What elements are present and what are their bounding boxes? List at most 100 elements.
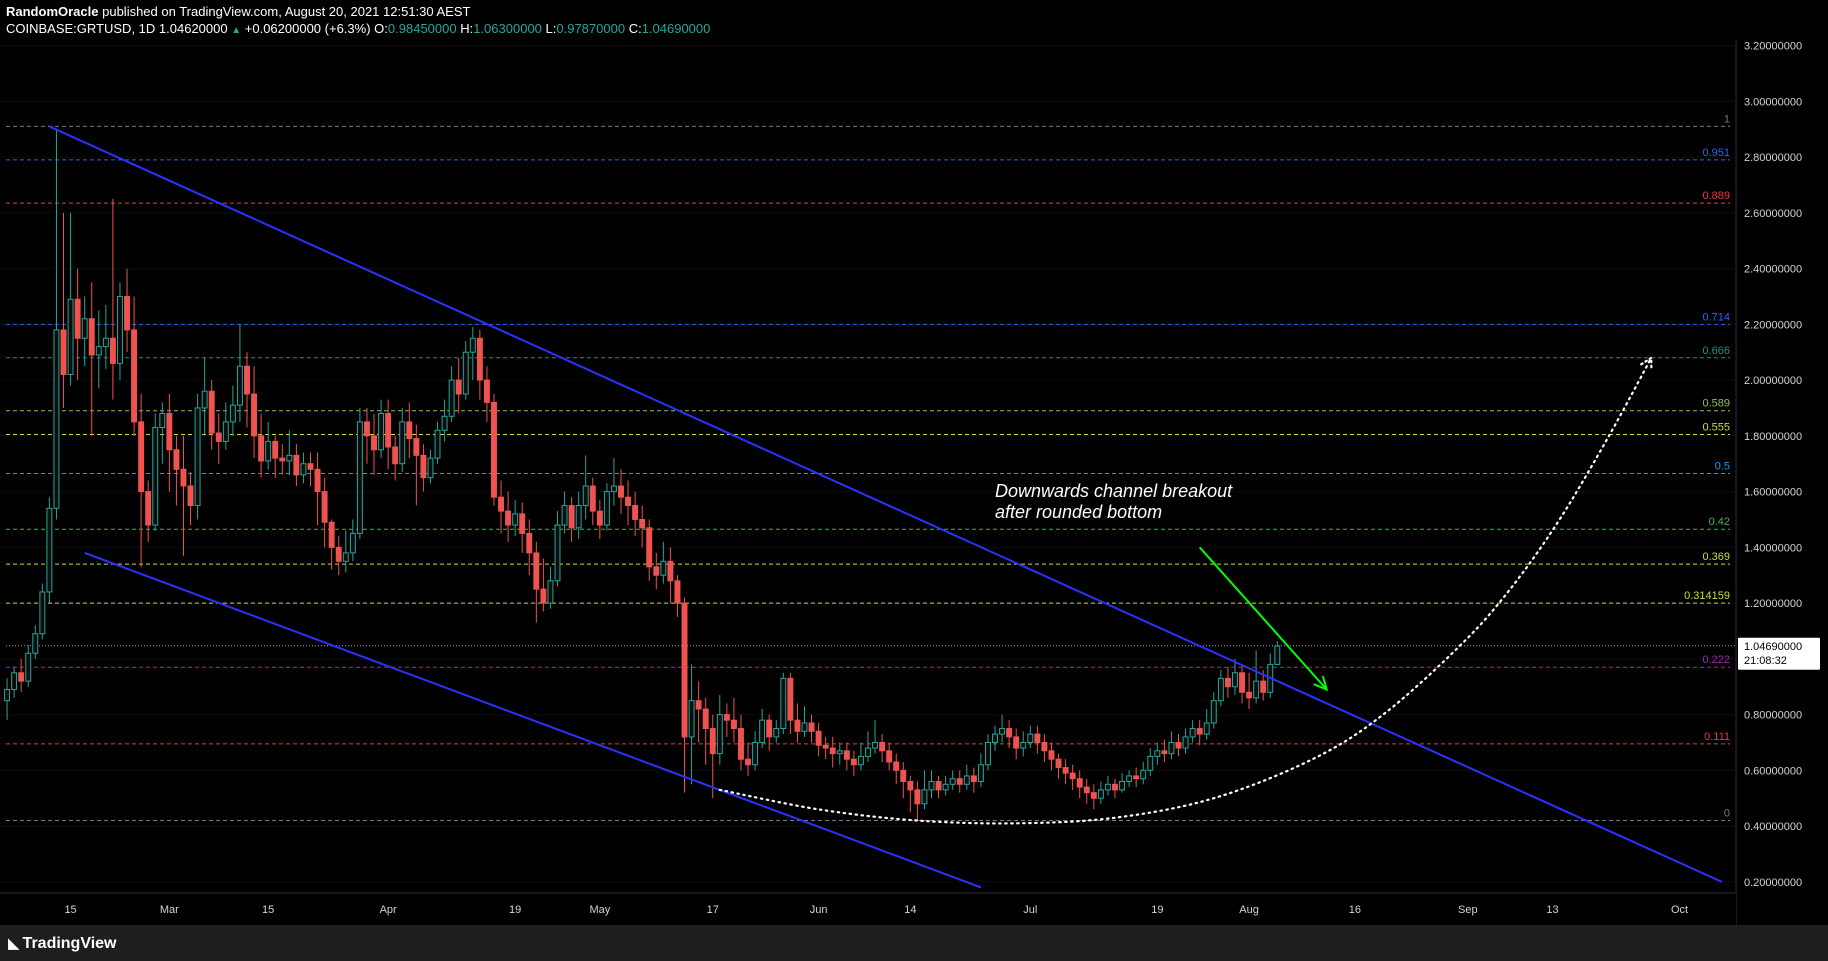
fib-level-label: 0.111 [1704, 731, 1730, 743]
fib-level-label: 0.951 [1702, 147, 1730, 159]
annotation-line2: after rounded bottom [995, 502, 1162, 522]
candle-body [371, 435, 377, 451]
candle-body [88, 318, 95, 356]
candle-body [1055, 758, 1062, 769]
fib-retracement[interactable]: 1 0.951 0.889 0.714 0.666 0.589 0.555 0.5 0.42 0.… [6, 113, 1736, 822]
candle-body [646, 527, 653, 568]
candle-body [836, 750, 843, 755]
candle-body [236, 365, 243, 406]
high-label: H: [460, 21, 474, 36]
candle-body [1231, 672, 1238, 688]
candle-body [505, 510, 512, 526]
candle-body [568, 505, 575, 529]
time-axis[interactable] [0, 893, 1736, 925]
candle-body [251, 393, 258, 437]
channel-lower-line[interactable] [84, 551, 982, 889]
candle-body [639, 518, 646, 529]
high-value: 1.06300000 [473, 21, 542, 36]
candle-body [963, 775, 970, 785]
candle-body [582, 485, 589, 507]
candle-body [907, 780, 914, 791]
price-tick-label: 1.80000000 [1744, 431, 1802, 443]
candle-body [970, 775, 977, 782]
candle-body [102, 337, 109, 348]
candle-body [222, 421, 229, 442]
candle-body [512, 513, 519, 526]
candle-body [95, 346, 102, 356]
candle-body [829, 747, 836, 755]
time-tick-label: 19 [509, 904, 521, 916]
annotation-line1: Downwards channel breakout [995, 481, 1233, 501]
time-tick-label: 16 [1349, 904, 1361, 916]
time-axis-ticks: 15 Mar 15 Apr 19 May 17 Jun 14 Jul 19 Aug 16 Sep 13 Oct [64, 904, 1688, 916]
last-price-tag: 1.04690000 21:08:32 [1738, 637, 1820, 670]
candle-body [448, 379, 455, 417]
candle-body [1133, 775, 1140, 780]
symbol-name[interactable]: COINBASE:GRTUSD, 1D [6, 21, 156, 36]
candle-body [1034, 733, 1041, 743]
candle-body [865, 747, 871, 757]
channel-upper-line[interactable] [48, 125, 1723, 883]
candle-body [321, 491, 328, 523]
candle-body [335, 546, 342, 562]
candle-body [886, 750, 893, 763]
candle-body [1020, 741, 1027, 749]
price-tick-label: 2.80000000 [1744, 152, 1802, 164]
tradingview-logo[interactable]: ◣ TradingView [8, 934, 117, 953]
candle-body [1027, 733, 1034, 743]
candle-body [618, 485, 624, 498]
candle-body [328, 521, 335, 548]
close-value: 1.04690000 [641, 21, 711, 36]
fib-level-label: 0.5 [1715, 460, 1730, 472]
candle-body [603, 491, 610, 526]
rounded-bottom-path[interactable] [718, 356, 1653, 825]
candle-body [32, 633, 39, 654]
fib-level-label: 0.589 [1702, 398, 1730, 410]
candle-body [46, 507, 53, 593]
candle-body [956, 778, 963, 785]
price-tick-label: 2.60000000 [1744, 208, 1802, 220]
candle-body [187, 485, 194, 507]
price-tick-label: 0.80000000 [1744, 710, 1802, 722]
candle-body [526, 532, 533, 554]
candle-body [81, 318, 88, 339]
candle-body [349, 532, 356, 554]
candle-body [180, 468, 187, 487]
rounded-bottom-curve[interactable] [718, 355, 1653, 825]
candle-body [977, 764, 984, 782]
price-tick-label: 2.00000000 [1744, 375, 1802, 387]
price-axis[interactable] [1736, 40, 1828, 925]
candle-body [173, 449, 180, 470]
candle-body [109, 337, 116, 364]
price-tick-label: 0.20000000 [1744, 877, 1802, 889]
candle-body [610, 485, 617, 493]
annotation[interactable]: Downwards channel breakout after rounded… [995, 481, 1329, 692]
candle-body [201, 390, 208, 409]
publisher-name[interactable]: RandomOracle [6, 4, 99, 19]
candle-body [992, 733, 998, 743]
candle-body [822, 744, 829, 749]
fib-level-label: 0.314159 [1684, 590, 1730, 602]
candle-body [1224, 677, 1231, 688]
candle-body [293, 454, 300, 476]
candle-body [1062, 767, 1069, 774]
trendlines[interactable] [48, 125, 1723, 889]
candle-body [745, 758, 752, 766]
candle-body [914, 789, 921, 805]
candle-body [596, 510, 603, 526]
axes[interactable]: 3.20000000 3.00000000 2.80000000 2.60000000… [0, 40, 1828, 925]
candle-body [872, 741, 879, 749]
candle-body [716, 714, 723, 755]
annotation-arrow-line[interactable] [1198, 546, 1328, 691]
candle-body [1140, 769, 1147, 780]
candle-body [575, 505, 582, 529]
candle-body [476, 337, 483, 381]
candle-body [215, 432, 222, 442]
candle-body [1203, 722, 1210, 735]
open-label: O: [374, 21, 388, 36]
candle-body [653, 566, 660, 576]
fib-level-label: 0.42 [1709, 516, 1730, 528]
candle-body [1189, 728, 1196, 738]
candle-body [808, 722, 815, 732]
